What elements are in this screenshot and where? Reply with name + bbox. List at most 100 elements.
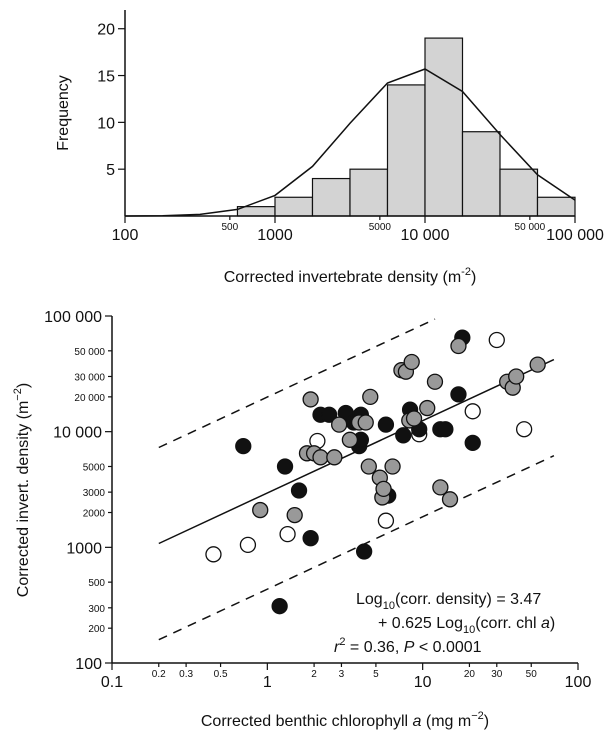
x-axis-title-part: Corrected benthic chlorophyll (201, 713, 413, 730)
point (450, 386, 467, 403)
point (515, 421, 533, 438)
point (355, 543, 373, 560)
annotation-sub: 10 (383, 600, 395, 612)
x-tick-label: 0.5 (214, 669, 228, 680)
point (488, 331, 505, 349)
y-axis-title-sup: −2 (12, 388, 24, 401)
point (464, 434, 481, 452)
annotation-sub: 10 (463, 624, 475, 636)
annotation-part: < 0.0001 (414, 639, 481, 656)
x-tick-label: 50 000 (515, 222, 546, 233)
point (312, 449, 329, 466)
x-tick-label: 20 (464, 669, 476, 680)
annotation-part: + 0.625 Log (378, 615, 463, 632)
point (384, 458, 401, 475)
x-tick-label: 500 (222, 222, 239, 233)
point (331, 416, 348, 433)
x-tick-label: 0.3 (179, 669, 193, 680)
x-tick-label: 3 (339, 669, 345, 680)
x-tick-label: 100 (112, 227, 139, 244)
point (302, 530, 319, 547)
x-tick-label: 100 000 (546, 227, 604, 244)
point (508, 368, 525, 385)
annotation-part: P (404, 639, 415, 656)
y-tick-label: 1000 (66, 540, 102, 557)
x-tick-label: 5 (373, 669, 379, 680)
point (286, 506, 303, 524)
annotation-part: ) (550, 615, 555, 632)
x-axis-title-part: Corrected invertebrate density (m (224, 269, 461, 286)
prediction-line (158, 455, 555, 641)
point (437, 421, 454, 438)
y-tick-label: 100 000 (44, 309, 102, 326)
point (403, 353, 420, 371)
point (302, 391, 319, 408)
point (357, 414, 374, 431)
annotation-part: = 0.36, (345, 639, 403, 656)
annotation: + 0.625 Log10(corr. chl a) (378, 615, 555, 636)
point (362, 388, 379, 405)
x-tick-label: 5000 (369, 222, 392, 233)
y-tick-label: 15 (97, 69, 115, 86)
y-tick-label: 10 (97, 115, 115, 132)
bar (461, 131, 501, 217)
y-tick-label: 200 (88, 624, 105, 635)
annotation: Log10(corr. density) = 3.47 (356, 591, 541, 612)
annotation: r2 = 0.36, P < 0.0001 (334, 636, 482, 656)
point (326, 449, 343, 466)
point (432, 479, 449, 496)
point (405, 410, 423, 427)
bar (349, 168, 389, 217)
point (419, 399, 436, 417)
x-tick-label: 10 000 (401, 227, 450, 244)
point (426, 373, 444, 390)
x-tick-label: 1 (263, 674, 272, 691)
y-tick-label: 5000 (83, 462, 106, 473)
x-tick-label: 100 (565, 674, 592, 691)
bar (536, 196, 576, 217)
point (252, 501, 269, 519)
x-axis-title-part: a (413, 713, 422, 730)
x-axis-title-part: ) (471, 269, 476, 286)
y-tick-label: 5 (106, 162, 115, 179)
x-tick-label: 2 (311, 669, 317, 680)
point (279, 526, 296, 543)
point (377, 512, 395, 529)
point (375, 480, 392, 498)
y-tick-label: 100 (75, 656, 102, 673)
point (320, 406, 338, 423)
bar (424, 37, 464, 217)
point (276, 458, 294, 475)
x-tick-label: 0.1 (101, 674, 123, 691)
point (441, 491, 459, 508)
y-tick-label: 50 000 (74, 347, 105, 358)
point (205, 546, 222, 563)
annotation-part: (corr. chl (475, 615, 541, 632)
annotation-part: a (541, 615, 550, 632)
y-tick-label: 500 (88, 578, 105, 589)
y-axis-title: Corrected invert. density (m−2) (12, 383, 32, 597)
prediction-line (158, 318, 436, 449)
y-tick-label: 3000 (83, 488, 106, 499)
x-axis-title-part: ) (484, 713, 489, 730)
x-axis-title-sup: −2 (471, 710, 484, 722)
y-tick-label: 30 000 (74, 372, 105, 383)
y-tick-label: 20 000 (74, 393, 105, 404)
point (464, 403, 481, 420)
fit-curve (124, 68, 576, 217)
y-tick-label: 20 (97, 22, 115, 39)
x-tick-label: 30 (491, 669, 503, 680)
y-tick-label: 2000 (83, 509, 106, 520)
x-tick-label: 10 (414, 674, 432, 691)
point (377, 416, 395, 433)
bar (274, 196, 314, 217)
point (271, 598, 288, 615)
x-tick-label: 50 (526, 669, 538, 680)
x-tick-label: 1000 (257, 227, 293, 244)
annotation-part: r (334, 639, 340, 656)
y-axis-title-part: ) (15, 383, 32, 388)
point (360, 458, 377, 475)
annotation-part: (corr. density) = 3.47 (395, 591, 541, 608)
x-axis-title: Corrected benthic chlorophyll a (mg m−2) (201, 710, 489, 730)
